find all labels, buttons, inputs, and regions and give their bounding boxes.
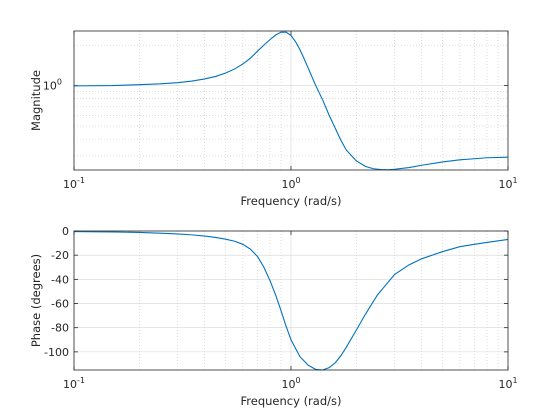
phase-y-tick-label: -20 (51, 249, 69, 262)
phase-x-axis-label: Frequency (rad/s) (241, 394, 342, 408)
phase-curve (73, 231, 509, 371)
phase-y-tick-label: 0 (62, 225, 69, 238)
phase-y-tick-label: -40 (51, 273, 69, 286)
magnitude-curve (73, 31, 509, 171)
phase-plot: 10-1 100 101 0 -20 -40 -60 -80 -100 Frequency (ra… (29, 225, 518, 408)
phase-x-tick-label: 100 (281, 376, 300, 391)
phase-y-tick-label: -60 (51, 298, 69, 311)
phase-x-tick-label: 101 (498, 376, 517, 391)
phase-y-tick-label: -100 (44, 346, 69, 359)
magnitude-plot: 10-1 100 101 100 Frequency (rad/s) Magnitude (29, 30, 518, 208)
magnitude-x-tick-label: 10-1 (63, 176, 85, 191)
magnitude-axes-frame (73, 30, 509, 171)
phase-y-tick-label: -80 (51, 322, 69, 335)
magnitude-x-axis-label: Frequency (rad/s) (241, 194, 342, 208)
magnitude-y-axis-label: Magnitude (29, 70, 43, 131)
magnitude-x-tick-label: 101 (498, 176, 517, 191)
phase-y-axis-label: Phase (degrees) (29, 254, 43, 347)
magnitude-y-tick-label: 100 (43, 78, 62, 93)
phase-axes-frame (73, 230, 509, 371)
phase-x-tick-label: 10-1 (63, 376, 85, 391)
magnitude-x-tick-label: 100 (281, 176, 300, 191)
